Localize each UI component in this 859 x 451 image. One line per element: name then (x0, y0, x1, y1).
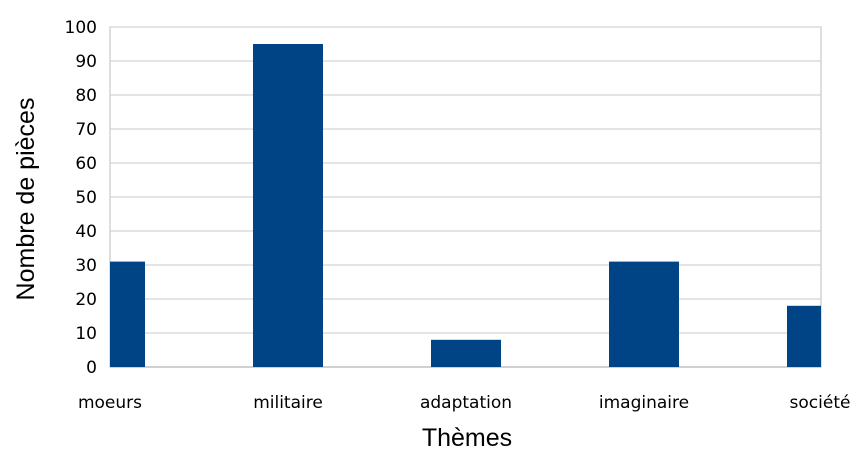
bar-société (787, 305, 821, 367)
bar-adaptation (431, 339, 501, 367)
bar-militaire (253, 44, 323, 367)
x-axis-title: Thèmes (422, 424, 512, 451)
bar-imaginaire (609, 261, 679, 367)
y-tick-label: 70 (75, 120, 97, 140)
x-tick-labels: moeurs militaire adaptation imaginaire socié… (78, 393, 850, 413)
y-tick-label: 20 (75, 290, 97, 310)
x-tick-label: société (790, 393, 851, 413)
y-tick-label: 60 (75, 154, 97, 174)
grid-lines (109, 26, 822, 368)
y-axis-title: Nombre de pièces (12, 98, 40, 301)
y-tick-label: 0 (86, 358, 97, 378)
y-tick-label: 90 (75, 52, 97, 72)
x-tick-label: adaptation (420, 393, 512, 413)
bar-moeurs (110, 261, 145, 367)
y-tick-label: 40 (75, 222, 97, 242)
x-tick-label: militaire (253, 393, 323, 413)
y-tick-label: 30 (75, 256, 97, 276)
x-tick-label: imaginaire (599, 393, 689, 413)
y-tick-label: 100 (65, 18, 97, 38)
y-tick-labels: 0 10 20 30 40 50 60 70 80 90 100 (65, 18, 97, 378)
y-tick-label: 80 (75, 86, 97, 106)
y-tick-label: 50 (75, 188, 97, 208)
x-tick-label: moeurs (78, 393, 142, 413)
bars (110, 44, 821, 367)
y-tick-label: 10 (75, 324, 97, 344)
